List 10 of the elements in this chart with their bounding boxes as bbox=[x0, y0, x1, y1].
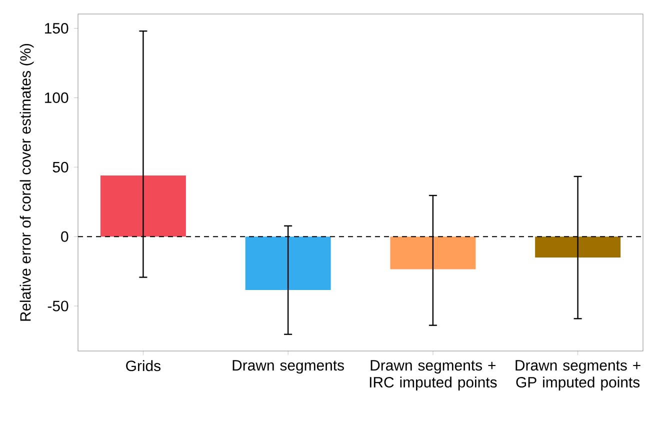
y-tick-label: 100 bbox=[45, 92, 68, 104]
x-tick-label: Grids bbox=[126, 360, 160, 372]
y-tick-label: 50 bbox=[52, 162, 68, 172]
x-tick-label: Drawn segments bbox=[232, 360, 344, 374]
y-tick-label: 0 bbox=[61, 231, 68, 242]
y-tick-label: 150 bbox=[45, 23, 68, 34]
x-tick-label: Drawn segments + GP imputed points bbox=[516, 360, 640, 390]
y-tick-label: -50 bbox=[48, 300, 68, 312]
y-axis-title: Relative error of coral cover estimates (%) bbox=[20, 44, 34, 321]
x-tick-label: Drawn segments + IRC imputed points bbox=[370, 360, 497, 390]
